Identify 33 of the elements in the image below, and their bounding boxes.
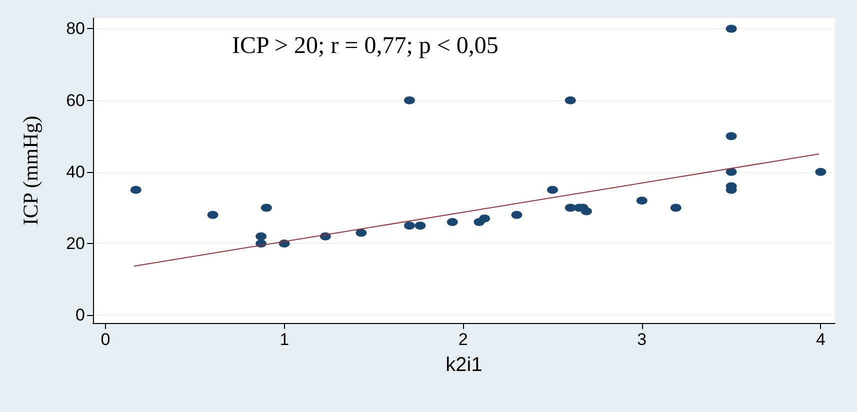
y-axis-title: ICP (mmHg) xyxy=(18,116,42,226)
point xyxy=(726,132,737,140)
point xyxy=(815,168,826,176)
point xyxy=(580,207,592,216)
point xyxy=(356,228,367,237)
point xyxy=(726,168,737,176)
y-tick-label: 80 xyxy=(66,19,85,38)
point xyxy=(404,96,415,104)
y-tick-label: 0 xyxy=(76,306,85,325)
point xyxy=(207,210,218,219)
x-axis-title: k2i1 xyxy=(446,354,482,376)
x-tick-label: 3 xyxy=(637,330,647,349)
point xyxy=(726,24,737,33)
x-tick-label: 2 xyxy=(458,330,468,349)
point xyxy=(130,186,142,194)
point xyxy=(414,222,426,230)
y-tick-label: 20 xyxy=(66,234,85,254)
point xyxy=(260,204,272,212)
y-tick-label: 40 xyxy=(66,162,85,182)
point xyxy=(404,222,415,230)
point xyxy=(256,232,267,240)
point xyxy=(547,186,558,194)
point xyxy=(446,218,458,226)
y-tick-label: 60 xyxy=(66,90,85,110)
point xyxy=(670,204,682,212)
x-tick-label: 4 xyxy=(816,330,826,349)
point xyxy=(479,214,490,222)
point xyxy=(636,196,648,205)
point xyxy=(564,96,576,104)
annotation: ICP > 20; r = 0,77; p < 0,05 xyxy=(232,33,498,59)
x-tick-label: 0 xyxy=(100,330,110,349)
x-tick-label: 1 xyxy=(280,330,290,349)
point xyxy=(511,210,522,219)
